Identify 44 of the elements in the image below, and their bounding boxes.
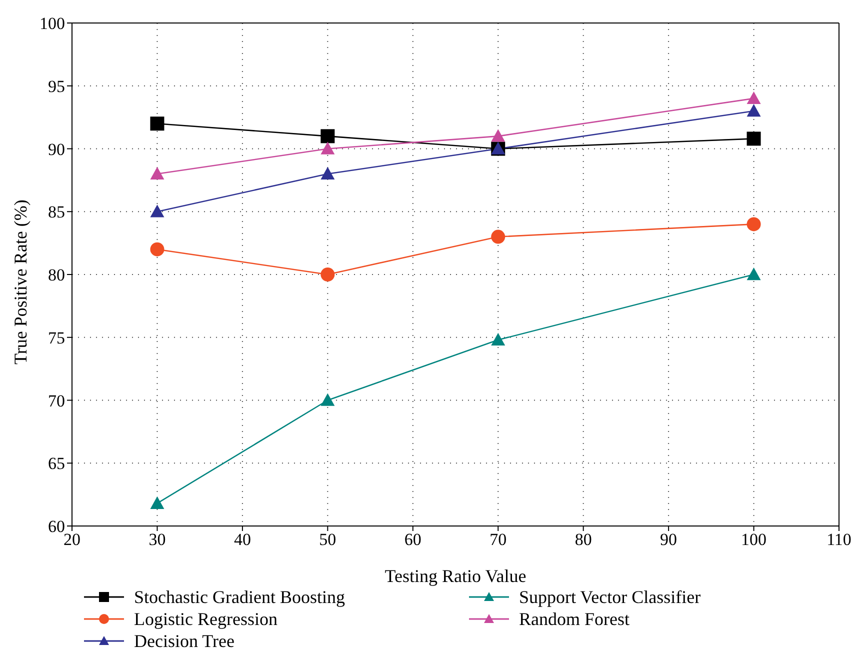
point — [746, 104, 761, 117]
x-tick-label: 60 — [404, 530, 422, 550]
point — [746, 91, 761, 104]
legend-label: Decision Tree — [134, 630, 234, 652]
y-tick-label: 75 — [48, 328, 65, 348]
point — [491, 230, 506, 244]
x-tick-label: 80 — [574, 530, 592, 550]
point — [320, 268, 335, 282]
y-axis-title: True Positive Rate (%) — [10, 200, 30, 364]
point — [746, 268, 761, 280]
point — [320, 166, 335, 180]
point — [150, 116, 164, 131]
point — [150, 204, 164, 218]
point — [150, 496, 164, 509]
x-tick-label: 40 — [234, 530, 251, 550]
y-tick-label: 70 — [48, 391, 65, 410]
y-tick-label: 95 — [48, 76, 65, 96]
y-tick-label: 100 — [40, 14, 65, 34]
legend-label: Stochastic Gradient Boosting — [134, 586, 345, 608]
point — [150, 242, 164, 256]
x-tick-label: 30 — [148, 530, 166, 550]
point — [320, 142, 335, 154]
y-tick-label: 90 — [48, 140, 65, 159]
y-tick-label: 65 — [48, 454, 65, 474]
x-tick-label: 70 — [490, 530, 507, 550]
x-axis-title: Testing Ratio Value — [384, 566, 526, 586]
x-tick-label: 110 — [826, 530, 852, 550]
legend-label: Random Forest — [519, 608, 630, 630]
y-tick-label: 80 — [48, 266, 65, 285]
point — [746, 132, 761, 146]
x-tick-label: 100 — [741, 530, 767, 550]
x-tick-label: 50 — [319, 530, 336, 550]
point — [491, 332, 506, 346]
point — [746, 217, 761, 232]
legend-label: Logistic Regression — [134, 608, 278, 630]
legend-label: Support Vector Classifier — [519, 586, 701, 608]
point — [320, 129, 335, 144]
point — [491, 129, 506, 142]
y-tick-label: 60 — [48, 517, 65, 536]
x-tick-label: 90 — [660, 530, 678, 550]
point — [150, 166, 164, 180]
x-tick-label: 20 — [64, 530, 80, 550]
y-tick-label: 85 — [48, 202, 65, 222]
point — [320, 393, 335, 406]
